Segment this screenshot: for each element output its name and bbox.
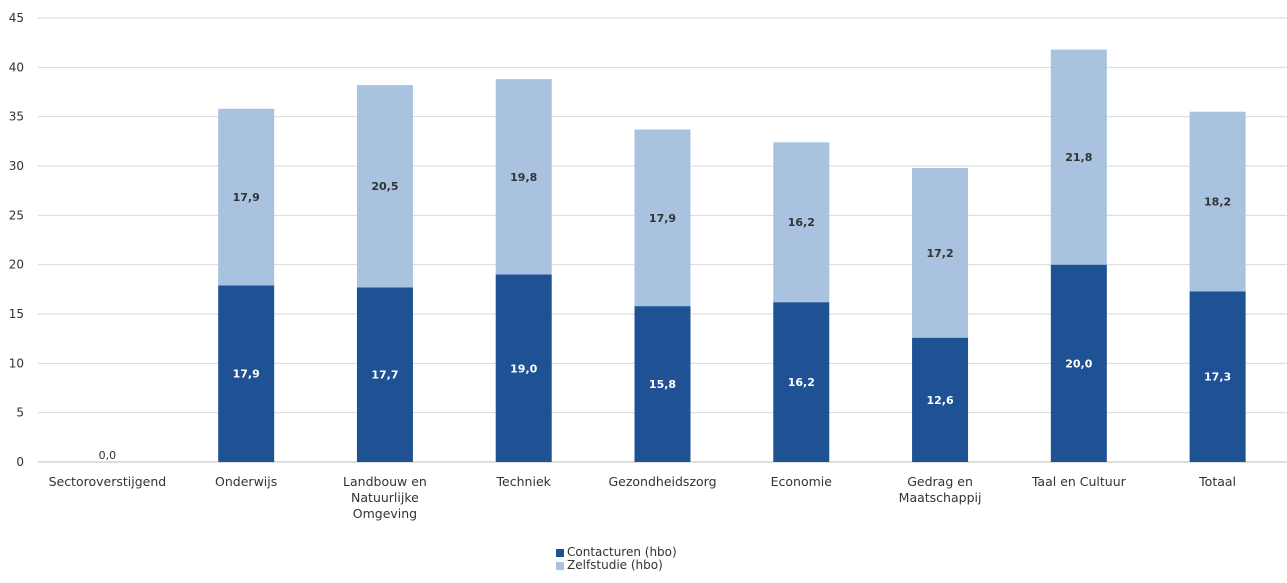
data-label: 19,0: [510, 362, 537, 375]
bar-segment: [773, 142, 830, 303]
data-label: 19,8: [510, 171, 537, 184]
bar-segment: [356, 287, 413, 462]
data-label: 16,2: [788, 376, 815, 389]
legend: Contacturen (hbo) Zelfstudie (hbo): [556, 546, 677, 572]
legend-swatch-zelfstudie: [556, 561, 564, 570]
data-label: 15,8: [649, 378, 676, 391]
bar-segment: [634, 129, 691, 307]
y-tick-label: 0: [16, 455, 24, 469]
legend-label-zelfstudie: Zelfstudie (hbo): [567, 558, 663, 572]
y-tick-label: 10: [9, 356, 24, 370]
data-label: 17,9: [233, 191, 260, 204]
bar-segment: [1189, 291, 1246, 462]
bar-segment: [912, 337, 969, 462]
x-tick-label: Landbouw en: [343, 474, 427, 489]
legend-item-contacturen: Contacturen (hbo): [556, 546, 677, 559]
legend-swatch-contacturen: [556, 548, 564, 557]
y-tick-label: 30: [9, 159, 24, 173]
x-tick-label: Techniek: [496, 474, 552, 489]
bar-segment: [356, 85, 413, 288]
legend-label-contacturen: Contacturen (hbo): [567, 545, 677, 559]
bar-segment: [218, 108, 275, 286]
bar-segment: [1050, 264, 1107, 462]
data-label: 12,6: [926, 394, 953, 407]
bar-segment: [495, 274, 552, 462]
x-tick-label: Gedrag en: [907, 474, 973, 489]
x-tick-label: Economie: [771, 474, 833, 489]
y-tick-label: 25: [9, 208, 24, 222]
x-tick-label: Gezondheidszorg: [608, 474, 716, 489]
data-label: 16,2: [788, 216, 815, 229]
data-label: 21,8: [1065, 151, 1092, 164]
data-label: 18,2: [1204, 196, 1231, 209]
data-label: 17,9: [649, 212, 676, 225]
data-label: 17,2: [926, 247, 953, 260]
y-tick-label: 45: [9, 11, 24, 25]
data-label: 17,9: [233, 368, 260, 381]
x-tick-label: Onderwijs: [215, 474, 277, 489]
x-tick-label: Sectoroverstijgend: [49, 474, 167, 489]
y-tick-label: 20: [9, 258, 24, 272]
data-label: 20,0: [1065, 357, 1092, 370]
x-tick-label: Taal en Cultuur: [1031, 474, 1127, 489]
bar-segment: [634, 306, 691, 462]
bar-segment: [218, 285, 275, 462]
bar-segment: [495, 79, 552, 275]
bar-segment: [1050, 49, 1107, 265]
data-label: 20,5: [371, 180, 398, 193]
data-label: 17,3: [1204, 371, 1231, 384]
bar-segment: [1189, 111, 1246, 292]
y-tick-label: 5: [16, 406, 24, 420]
bar-segment: [773, 302, 830, 462]
bar-segment: [912, 167, 969, 338]
data-label: 0,0: [99, 449, 117, 462]
legend-item-zelfstudie: Zelfstudie (hbo): [556, 559, 677, 572]
x-tick-label: Totaal: [1198, 474, 1236, 489]
y-tick-label: 15: [9, 307, 24, 321]
x-tick-label: Omgeving: [353, 506, 417, 521]
data-label: 17,7: [371, 369, 398, 382]
y-tick-label: 35: [9, 110, 24, 124]
y-tick-label: 40: [9, 60, 24, 74]
x-tick-label: Maatschappij: [899, 490, 982, 505]
x-tick-label: Natuurlijke: [351, 490, 419, 505]
